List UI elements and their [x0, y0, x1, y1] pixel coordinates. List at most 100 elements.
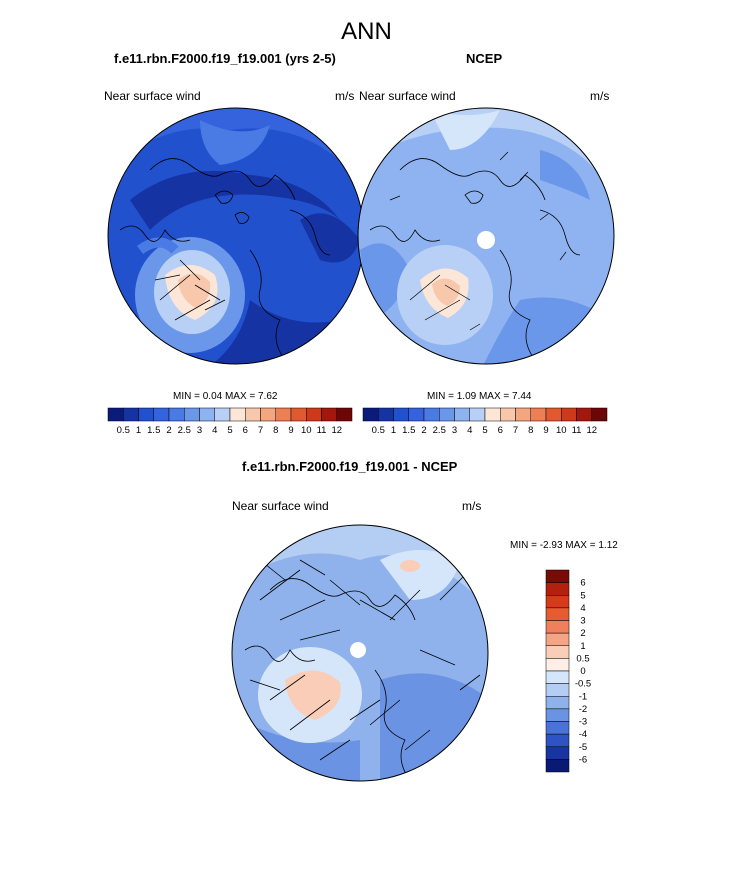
colorbar-obs-tick-label: 11: [572, 425, 582, 436]
colorbar-model-tick-label: 8: [273, 425, 278, 436]
polar-map-obs: [357, 107, 615, 365]
colorbar-obs-swatch: [393, 407, 409, 422]
colorbar-diff-tick-label: 0.5: [576, 653, 589, 664]
colorbar-obs-swatch: [500, 407, 516, 422]
colorbar-diff-tick-label: 1: [580, 641, 585, 652]
colorbar-model-tick-label: 10: [301, 425, 312, 436]
colorbar-obs-swatch: [545, 407, 562, 422]
colorbar-diff-tick-label: -1: [579, 691, 587, 702]
colorbar-model-tick-label: 1: [136, 425, 141, 436]
colorbar-model-swatch: [290, 407, 307, 422]
colorbar-model-swatch: [123, 407, 139, 422]
colorbar-diff-swatch: [545, 746, 570, 760]
colorbar-diff-tick-label: 4: [580, 603, 585, 614]
polar-map-diff: [231, 524, 489, 782]
units-label-diff: m/s: [462, 499, 482, 513]
units-label-model: m/s: [335, 89, 355, 103]
colorbar-diff-swatch: [545, 569, 570, 583]
colorbar-model-tick-label: 6: [243, 425, 248, 436]
colorbar-model-swatch: [275, 407, 292, 422]
colorbar-obs-swatch: [561, 407, 577, 422]
colorbar-model-tick-label: 7: [258, 425, 263, 436]
stats-model: MIN = 0.04 MAX = 7.62: [173, 391, 278, 402]
colorbar-model-tick-label: 9: [288, 425, 293, 436]
colorbar-model-tick-label: 12: [331, 425, 342, 436]
colorbar-model: 0.5 1 1.5 2 2.5 3 4 5 6 7 8 9 10 11 12: [107, 407, 353, 436]
panel-title-obs: NCEP: [466, 51, 503, 66]
colorbar-diff-tick-label: 2: [580, 628, 585, 639]
colorbar-diff-tick-label: -0.5: [575, 679, 591, 690]
colorbar-diff-tick-label: 5: [580, 590, 585, 601]
colorbar-model-tick-label: 2.5: [178, 425, 191, 436]
colorbar-obs-swatch: [362, 407, 379, 422]
colorbar-model-tick-label: 2: [166, 425, 171, 436]
colorbar-model-swatch: [321, 407, 337, 422]
colorbar-diff-swatch: [545, 620, 570, 634]
units-label-obs: m/s: [590, 89, 610, 103]
colorbar-obs-swatch: [484, 407, 501, 422]
colorbar-obs-tick-label: 1.5: [402, 425, 415, 436]
colorbar-model-swatch: [168, 407, 185, 422]
colorbar-obs-tick-label: 1: [391, 425, 396, 436]
colorbar-diff-tick-label: -5: [579, 742, 587, 753]
variable-label-obs: Near surface wind: [359, 89, 456, 103]
colorbar-diff-tick-label: 6: [580, 578, 585, 589]
colorbar-diff-tick-label: 3: [580, 616, 585, 627]
colorbar-diff-swatch: [545, 696, 570, 710]
panel-title-diff: f.e11.rbn.F2000.f19_f19.001 - NCEP: [242, 459, 458, 474]
panel-title-model: f.e11.rbn.F2000.f19_f19.001 (yrs 2-5): [114, 51, 336, 66]
colorbar-obs-tick-label: 10: [556, 425, 567, 436]
colorbar-diff-swatch: [545, 645, 570, 659]
colorbar-diff-tick-label: -3: [579, 717, 587, 728]
colorbar-diff-swatch: [545, 683, 570, 697]
colorbar-diff-swatch: [545, 759, 570, 773]
colorbar-diff-tick-label: -4: [579, 729, 587, 740]
stats-diff: MIN = -2.93 MAX = 1.12: [510, 540, 618, 551]
colorbar-diff-swatch: [545, 607, 570, 621]
colorbar-obs-tick-label: 5: [482, 425, 487, 436]
colorbar-obs-swatch: [591, 407, 608, 422]
colorbar-diff: 65 4 32 10.5 0 -0.5-1 -2 -3-4 -5-6: [545, 569, 591, 773]
colorbar-obs-tick-label: 12: [586, 425, 597, 436]
colorbar-obs-swatch: [530, 407, 547, 422]
colorbar-obs-tick-label: 3: [452, 425, 457, 436]
colorbar-model-swatch: [153, 407, 170, 422]
colorbar-diff-tick-label: -6: [579, 754, 587, 765]
colorbar-diff-swatch: [545, 658, 570, 672]
colorbar-diff-tick-label: 0: [580, 666, 585, 677]
colorbar-model-swatch: [184, 407, 200, 422]
colorbar-model-swatch: [199, 407, 215, 422]
colorbar-diff-swatch: [545, 582, 570, 596]
colorbar-obs-swatch: [515, 407, 531, 422]
colorbar-model-swatch: [214, 407, 231, 422]
colorbar-obs-tick-label: 6: [498, 425, 503, 436]
colorbar-model-swatch: [306, 407, 322, 422]
colorbar-obs-tick-label: 7: [513, 425, 518, 436]
colorbar-diff-swatch: [545, 733, 570, 747]
colorbar-obs-tick-label: 8: [528, 425, 533, 436]
colorbar-diff-swatch: [545, 632, 570, 646]
colorbar-model-tick-label: 0.5: [117, 425, 130, 436]
colorbar-diff-swatch: [545, 670, 570, 684]
colorbar-model-tick-label: 1.5: [147, 425, 160, 436]
colorbar-model-swatch: [260, 407, 276, 422]
colorbar-obs-swatch: [408, 407, 425, 422]
colorbar-obs-tick-label: 4: [467, 425, 472, 436]
colorbar-obs-swatch: [439, 407, 455, 422]
colorbar-obs-tick-label: 2: [421, 425, 426, 436]
colorbar-model-swatch: [138, 407, 154, 422]
colorbar-obs-swatch: [378, 407, 394, 422]
colorbar-model-tick-label: 3: [197, 425, 202, 436]
colorbar-obs-tick-label: 2.5: [433, 425, 446, 436]
colorbar-diff-tick-label: -2: [579, 704, 587, 715]
colorbar-model-swatch: [229, 407, 246, 422]
colorbar-obs-swatch: [454, 407, 470, 422]
colorbar-obs-swatch: [469, 407, 486, 422]
colorbar-model-tick-label: 11: [317, 425, 327, 436]
colorbar-obs-tick-label: 9: [543, 425, 548, 436]
colorbar-diff-swatch: [545, 595, 570, 609]
colorbar-model-swatch: [336, 407, 353, 422]
colorbar-model-tick-label: 5: [227, 425, 232, 436]
colorbar-obs-swatch: [423, 407, 440, 422]
